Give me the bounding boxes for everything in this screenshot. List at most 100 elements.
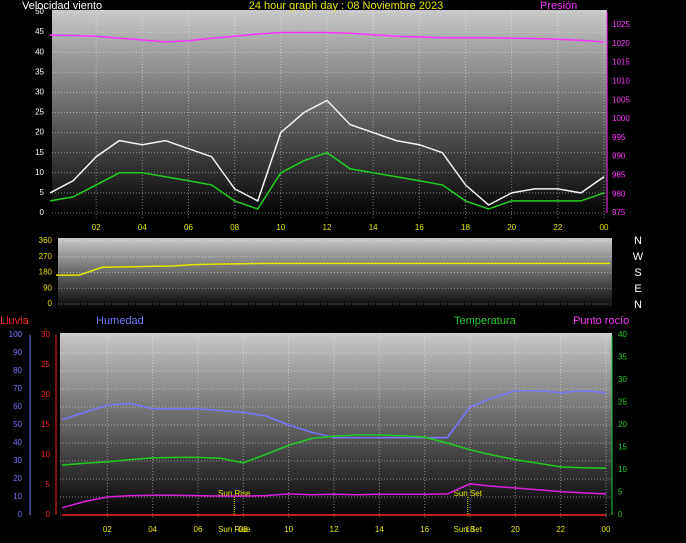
compass-label: E	[634, 283, 641, 295]
y-tick-label: 975	[612, 208, 626, 217]
legend-label: Humedad	[96, 315, 144, 327]
axis-title: Velocidad viento	[22, 0, 102, 12]
y-tick-label: 270	[39, 252, 53, 261]
x-tick-label: 12	[330, 525, 339, 534]
x-tick-label: 20	[511, 525, 520, 534]
x-tick-label: 06	[194, 525, 203, 534]
y-tick-label: 90	[13, 348, 22, 357]
y-tick-label: 80	[13, 366, 22, 375]
y-tick-label: 180	[39, 268, 53, 277]
data-line	[61, 390, 607, 439]
compass-label: N	[634, 299, 642, 311]
x-tick-label: 10	[284, 525, 293, 534]
x-tick-label: 00	[600, 223, 609, 232]
y-tick-label: 1000	[612, 114, 630, 123]
y-tick-label: 5	[618, 488, 623, 497]
y-tick-label: 45	[35, 27, 44, 36]
y-tick-label: 20	[618, 420, 627, 429]
x-tick-label: 04	[148, 525, 157, 534]
x-tick-label: 04	[138, 223, 147, 232]
data-line	[61, 434, 607, 469]
x-tick-label: 08	[239, 525, 248, 534]
y-tick-label: 10	[618, 465, 627, 474]
y-tick-label: 0	[618, 510, 623, 519]
y-tick-label: 90	[43, 283, 52, 292]
x-tick-label: 12	[323, 223, 332, 232]
y-tick-label: 100	[9, 330, 23, 339]
y-tick-label: 5	[46, 480, 51, 489]
compass-label: N	[634, 235, 642, 247]
y-tick-label: 15	[41, 420, 50, 429]
y-tick-label: 30	[618, 375, 627, 384]
y-tick-label: 25	[35, 108, 44, 117]
axis-title: Presión	[540, 0, 577, 12]
y-tick-label: 985	[612, 171, 626, 180]
y-tick-label: 1015	[612, 58, 630, 67]
y-tick-label: 35	[35, 67, 44, 76]
y-tick-label: 1010	[612, 77, 630, 86]
data-line	[49, 99, 605, 206]
x-tick-label: 02	[92, 223, 101, 232]
legend-label: Punto rocío	[573, 315, 629, 327]
x-tick-label: 06	[184, 223, 193, 232]
compass-label: W	[633, 251, 644, 263]
y-tick-label: 15	[618, 443, 627, 452]
data-line	[61, 483, 607, 509]
y-tick-label: 1005	[612, 95, 630, 104]
y-tick-label: 40	[618, 330, 627, 339]
y-tick-label: 980	[612, 189, 626, 198]
x-tick-label: 16	[420, 525, 429, 534]
x-tick-label: 10	[276, 223, 285, 232]
y-tick-label: 0	[46, 510, 51, 519]
y-tick-label: 30	[35, 88, 44, 97]
y-tick-label: 5	[40, 188, 45, 197]
y-tick-label: 20	[13, 474, 22, 483]
data-line	[49, 31, 605, 43]
y-tick-label: 50	[13, 420, 22, 429]
data-line	[49, 151, 605, 210]
y-tick-label: 60	[13, 402, 22, 411]
y-tick-label: 995	[612, 133, 626, 142]
plot-area	[58, 238, 612, 310]
y-tick-label: 50	[35, 7, 44, 16]
y-tick-label: 20	[41, 390, 50, 399]
y-tick-label: 10	[41, 450, 50, 459]
y-tick-label: 360	[39, 236, 53, 245]
x-tick-label: 18	[466, 525, 475, 534]
y-tick-label: 0	[48, 299, 53, 308]
x-tick-label: 00	[602, 525, 611, 534]
y-tick-label: 35	[618, 353, 627, 362]
x-tick-label: 08	[230, 223, 239, 232]
y-tick-label: 70	[13, 384, 22, 393]
y-tick-label: 25	[618, 398, 627, 407]
annotation: Sun Rise	[218, 525, 251, 534]
y-tick-label: 40	[35, 47, 44, 56]
plot-area	[52, 10, 607, 218]
plot-area	[60, 333, 612, 517]
y-tick-label: 10	[13, 492, 22, 501]
y-tick-label: 15	[35, 148, 44, 157]
x-tick-label: 14	[375, 525, 384, 534]
x-tick-label: 14	[369, 223, 378, 232]
annotation: Sun Set	[453, 489, 482, 498]
compass-label: S	[634, 267, 641, 279]
data-line	[56, 262, 610, 276]
y-tick-label: 25	[41, 360, 50, 369]
y-tick-label: 20	[35, 128, 44, 137]
annotation: Sun Set	[453, 525, 482, 534]
x-tick-label: 16	[415, 223, 424, 232]
y-tick-label: 1025	[612, 20, 630, 29]
y-tick-label: 40	[13, 438, 22, 447]
legend-label: Temperatura	[454, 315, 517, 327]
x-tick-label: 02	[103, 525, 112, 534]
annotation: Sun Rise	[218, 489, 251, 498]
x-tick-label: 18	[461, 223, 470, 232]
chart-title: 24 hour graph day : 08 Noviembre 2023	[249, 0, 443, 12]
legend-label: Lluvia	[0, 315, 30, 327]
x-tick-label: 20	[507, 223, 516, 232]
y-tick-label: 0	[40, 208, 45, 217]
x-tick-label: 22	[553, 223, 562, 232]
y-tick-label: 0	[18, 510, 23, 519]
y-tick-label: 1020	[612, 39, 630, 48]
